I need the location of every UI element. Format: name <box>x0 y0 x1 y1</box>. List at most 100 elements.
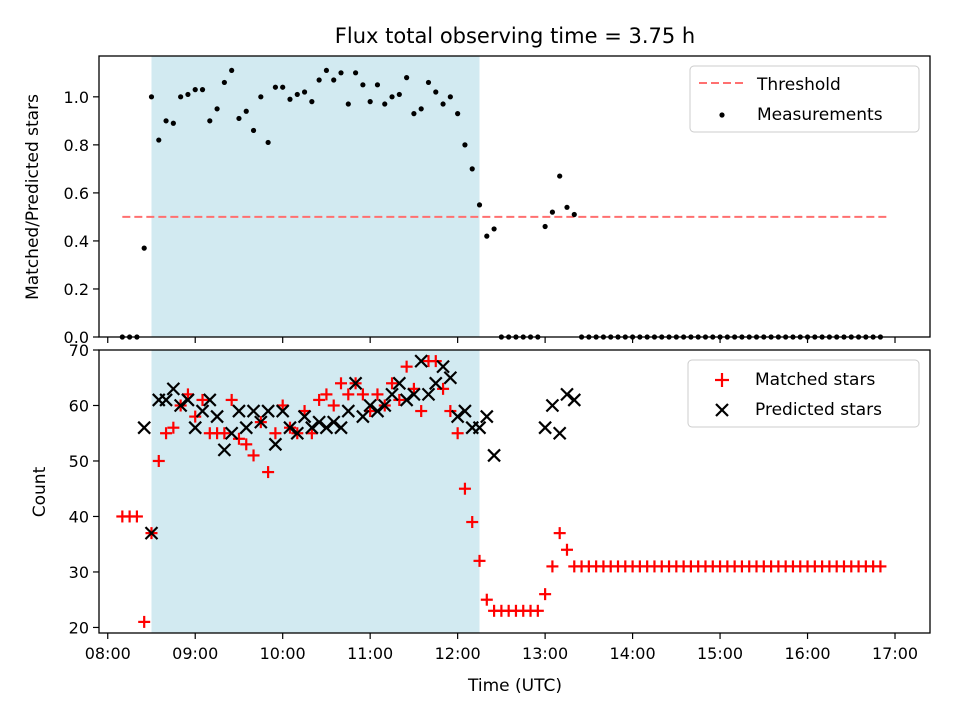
measurement-point <box>192 87 198 93</box>
measurement-point <box>243 108 249 114</box>
predicted-star-point <box>246 404 261 418</box>
predicted-star-point <box>159 393 173 407</box>
y-tick-label: 0.4 <box>64 232 89 251</box>
matched-star-point <box>473 554 486 567</box>
x-tick-label: 14:00 <box>610 644 656 663</box>
measurement-point <box>163 118 169 124</box>
matched-star-point <box>218 427 231 440</box>
measurement-point <box>484 233 490 239</box>
predicted-legend-swatch <box>715 403 729 417</box>
predicted-star-point <box>290 426 305 441</box>
matched-star-point <box>371 388 384 401</box>
predicted-star-point <box>203 393 217 407</box>
matched-legend-swatch <box>715 373 729 387</box>
measurement-point <box>214 106 220 112</box>
matched-star-point <box>342 388 355 401</box>
predicted-star-point <box>480 409 494 424</box>
measurement-point <box>447 94 453 100</box>
y-tick-label: 20 <box>69 618 89 637</box>
matched-star-point <box>429 355 442 368</box>
bottom-y-axis-label: Count <box>30 466 50 517</box>
predicted-star-point <box>552 426 567 441</box>
matched-star-point <box>458 482 471 495</box>
top-axes-frame <box>98 55 931 338</box>
matched-star-point <box>262 466 275 479</box>
measurement-point <box>549 209 556 215</box>
predicted-star-point <box>297 409 312 424</box>
predicted-star-point <box>567 393 582 407</box>
measurement-point <box>250 127 257 134</box>
matched-star-point <box>466 516 479 529</box>
x-tick-label: 11:00 <box>347 644 393 663</box>
predicted-star-point <box>334 420 348 435</box>
measurement-point <box>404 75 410 81</box>
matched-star-point <box>444 405 457 418</box>
predicted-star-point <box>450 409 465 424</box>
predicted-star-point <box>407 387 421 402</box>
measurement-point <box>345 101 351 107</box>
measurement-point <box>462 142 468 148</box>
measurements-legend-label: Measurements <box>757 105 883 125</box>
predicted-star-point <box>210 409 224 424</box>
measurement-point <box>185 91 191 98</box>
top-legend-box <box>689 65 920 133</box>
predicted-star-point <box>181 393 195 407</box>
measurement-point <box>352 70 359 76</box>
matched-star-point <box>400 360 413 373</box>
matched-star-point <box>327 399 340 412</box>
predicted-star-point <box>326 415 341 429</box>
matched-star-point <box>874 560 887 573</box>
predicted-star-point <box>144 526 159 540</box>
bottom-x-ticks: 08:00 09:00 10:00 11:00 12:00 13:00 14:00 15:00… <box>85 633 918 663</box>
measurement-point <box>418 106 424 112</box>
y-tick-label: 0.8 <box>64 136 89 155</box>
measurement-point <box>178 94 184 100</box>
predicted-star-point <box>254 415 268 429</box>
measurement-point <box>425 79 432 86</box>
measurement-point <box>316 77 322 83</box>
predicted-star-point <box>261 404 275 418</box>
predicted-legend-label: Predicted stars <box>755 400 882 420</box>
matched-star-point <box>189 410 202 423</box>
predicted-star-point <box>305 420 319 435</box>
predicted-star-point <box>436 359 450 374</box>
matched-star-point <box>546 560 559 573</box>
measurement-point <box>309 99 315 105</box>
predicted-star-point <box>348 376 363 391</box>
predicted-star-point <box>428 376 443 391</box>
measurement-point <box>207 118 213 124</box>
predicted-star-point <box>377 398 392 413</box>
y-tick-label: 1.0 <box>64 88 89 107</box>
predicted-star-point <box>275 404 290 418</box>
matched-star-point <box>225 393 238 406</box>
measurement-point <box>455 111 461 117</box>
matched-star-point <box>437 382 450 395</box>
matched-star-point <box>335 377 348 390</box>
predicted-star-point <box>545 398 560 413</box>
matched-star-point <box>269 427 282 440</box>
predicted-star-point <box>341 404 356 418</box>
matched-star-point <box>138 615 151 628</box>
predicted-star-point <box>458 404 472 418</box>
predicted-star-point <box>188 420 202 435</box>
matched-star-point <box>415 405 428 418</box>
matched-legend-label: Matched stars <box>755 370 875 390</box>
measurement-point <box>199 87 206 93</box>
x-axis-label: Time (UTC) <box>467 676 562 696</box>
measurement-point <box>557 173 563 179</box>
matched-star-point <box>320 388 333 401</box>
measurement-point <box>433 89 439 95</box>
measurement-point <box>396 91 402 98</box>
measurement-point <box>301 89 308 95</box>
measurement-point <box>141 245 147 251</box>
predicted-star-point <box>487 448 501 463</box>
measurement-point <box>382 101 388 107</box>
measurement-point <box>287 96 293 102</box>
y-tick-label: 0.2 <box>64 280 89 299</box>
predicted-star-point <box>217 443 232 457</box>
bottom-marks-layer <box>116 354 887 628</box>
predicted-star-point <box>392 376 407 391</box>
measurement-point <box>542 223 548 230</box>
measurement-point <box>440 101 446 107</box>
y-tick-label: 70 <box>69 341 89 360</box>
